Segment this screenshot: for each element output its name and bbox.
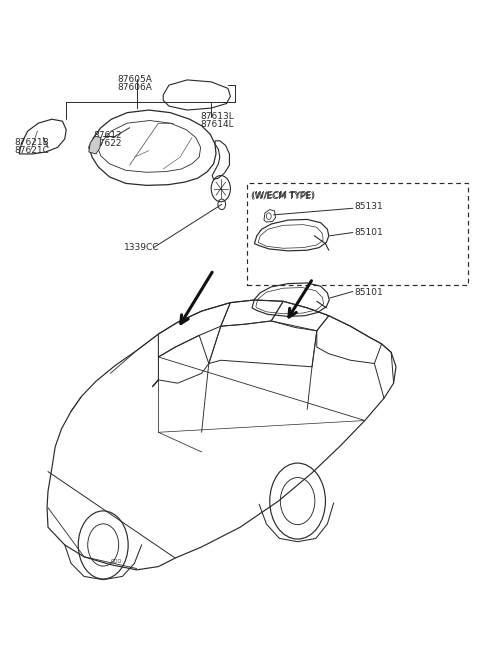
Text: 85101: 85101: [354, 228, 383, 237]
Text: 87621B: 87621B: [14, 138, 49, 147]
Text: 87622: 87622: [94, 139, 122, 148]
Polygon shape: [89, 136, 101, 154]
Bar: [247, 183, 468, 285]
Text: (W/ECM TYPE): (W/ECM TYPE): [251, 192, 314, 201]
Text: (W/ECM TYPE): (W/ECM TYPE): [252, 191, 315, 200]
Text: 87606A: 87606A: [118, 83, 153, 92]
Text: 87605A: 87605A: [118, 75, 153, 84]
Text: 87612: 87612: [94, 131, 122, 140]
Text: 85101: 85101: [354, 288, 383, 297]
Text: OOO: OOO: [110, 559, 122, 564]
Text: 87621C: 87621C: [14, 146, 49, 155]
Text: 87614L: 87614L: [201, 120, 234, 129]
Text: 85131: 85131: [354, 202, 383, 212]
Text: 1339CC: 1339CC: [124, 243, 159, 252]
Text: 87613L: 87613L: [201, 112, 234, 121]
